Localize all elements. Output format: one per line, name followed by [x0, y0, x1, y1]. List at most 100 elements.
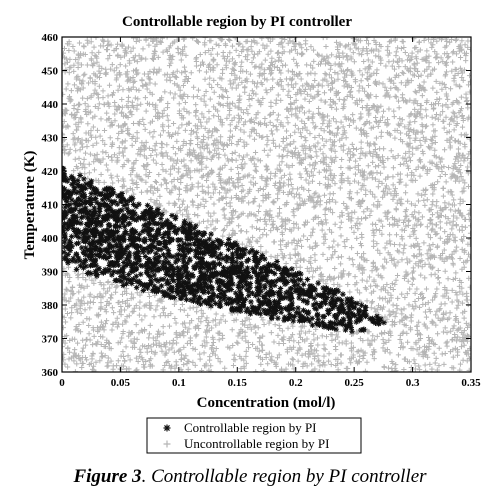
uncontrollable-point [330, 244, 336, 250]
uncontrollable-point [224, 54, 231, 60]
uncontrollable-point [159, 161, 165, 168]
uncontrollable-point [454, 305, 460, 311]
uncontrollable-point [71, 62, 77, 68]
uncontrollable-point [229, 327, 235, 333]
uncontrollable-point [407, 119, 413, 125]
uncontrollable-point [284, 349, 291, 355]
uncontrollable-point [291, 139, 297, 145]
uncontrollable-point [441, 118, 447, 124]
uncontrollable-point [320, 151, 326, 157]
uncontrollable-point [176, 166, 182, 172]
uncontrollable-point [444, 129, 450, 136]
uncontrollable-point [447, 310, 453, 316]
uncontrollable-point [443, 179, 449, 185]
uncontrollable-point [252, 149, 259, 156]
uncontrollable-point [372, 306, 378, 312]
uncontrollable-point [208, 213, 214, 219]
uncontrollable-point [212, 317, 219, 323]
uncontrollable-point [130, 180, 136, 187]
uncontrollable-point [170, 144, 176, 151]
uncontrollable-point [334, 125, 341, 131]
uncontrollable-point [467, 89, 471, 95]
uncontrollable-point [420, 151, 426, 157]
uncontrollable-point [185, 93, 191, 100]
uncontrollable-point [365, 82, 372, 89]
uncontrollable-point [229, 43, 236, 49]
uncontrollable-point [225, 94, 231, 101]
uncontrollable-point [244, 107, 250, 113]
uncontrollable-point [83, 130, 89, 136]
uncontrollable-point [384, 281, 390, 288]
uncontrollable-point [448, 207, 454, 213]
uncontrollable-point [330, 116, 337, 122]
uncontrollable-point [393, 277, 399, 283]
uncontrollable-point [274, 127, 280, 133]
uncontrollable-point [429, 114, 435, 120]
uncontrollable-point [167, 171, 173, 177]
uncontrollable-point [401, 306, 407, 312]
uncontrollable-point [329, 159, 335, 165]
uncontrollable-point [398, 45, 404, 52]
uncontrollable-point [109, 92, 116, 98]
uncontrollable-point [104, 110, 110, 116]
uncontrollable-point [298, 256, 304, 262]
uncontrollable-point [242, 84, 248, 90]
uncontrollable-point [392, 135, 398, 141]
uncontrollable-point [433, 322, 439, 328]
uncontrollable-point [285, 325, 291, 331]
uncontrollable-point [173, 320, 179, 326]
uncontrollable-point [173, 340, 180, 346]
uncontrollable-point [303, 168, 310, 174]
uncontrollable-point [144, 349, 150, 355]
uncontrollable-point [323, 200, 330, 206]
uncontrollable-point [91, 44, 97, 50]
uncontrollable-point [244, 229, 250, 235]
uncontrollable-point [94, 127, 101, 133]
uncontrollable-point [353, 125, 359, 131]
uncontrollable-point [467, 160, 471, 166]
uncontrollable-point [397, 161, 404, 168]
uncontrollable-point [109, 157, 115, 163]
uncontrollable-point [107, 294, 114, 301]
uncontrollable-point [73, 56, 79, 63]
uncontrollable-point [224, 100, 230, 106]
uncontrollable-point [292, 47, 299, 53]
uncontrollable-point [144, 86, 150, 92]
uncontrollable-point [292, 129, 298, 135]
uncontrollable-point [80, 345, 86, 351]
uncontrollable-point [122, 300, 129, 306]
uncontrollable-point [369, 299, 376, 305]
uncontrollable-point [77, 147, 83, 153]
uncontrollable-point [96, 74, 103, 81]
uncontrollable-point [400, 219, 407, 226]
uncontrollable-point [293, 60, 300, 66]
uncontrollable-point [68, 315, 74, 321]
uncontrollable-point [442, 350, 448, 357]
uncontrollable-point [250, 55, 256, 61]
uncontrollable-point [454, 352, 461, 358]
uncontrollable-point [233, 47, 239, 53]
uncontrollable-point [329, 142, 335, 148]
uncontrollable-point [248, 211, 254, 217]
uncontrollable-point [115, 299, 121, 306]
uncontrollable-point [195, 205, 201, 211]
uncontrollable-point [358, 78, 364, 84]
uncontrollable-point [267, 147, 273, 153]
uncontrollable-point [243, 69, 250, 75]
uncontrollable-point [247, 103, 253, 109]
uncontrollable-point [310, 65, 316, 71]
uncontrollable-point [386, 50, 393, 56]
uncontrollable-point [340, 124, 346, 130]
uncontrollable-point [66, 70, 72, 76]
uncontrollable-point [410, 276, 417, 282]
uncontrollable-point [411, 357, 417, 363]
uncontrollable-point [342, 243, 348, 250]
uncontrollable-point [308, 44, 314, 50]
uncontrollable-point [100, 43, 106, 49]
uncontrollable-point [347, 289, 353, 295]
uncontrollable-point [253, 225, 260, 231]
uncontrollable-point [252, 64, 258, 70]
uncontrollable-point [302, 134, 308, 141]
uncontrollable-point [387, 241, 393, 247]
uncontrollable-point [227, 200, 233, 206]
